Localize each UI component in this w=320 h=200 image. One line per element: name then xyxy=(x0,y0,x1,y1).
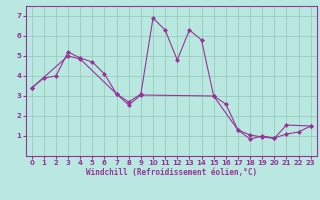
X-axis label: Windchill (Refroidissement éolien,°C): Windchill (Refroidissement éolien,°C) xyxy=(86,168,257,177)
